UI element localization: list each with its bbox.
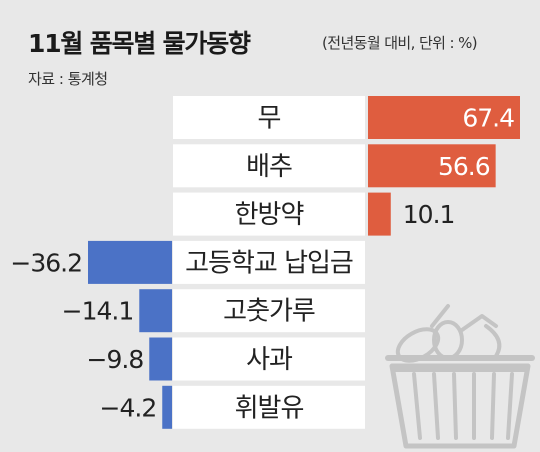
category-label-box — [173, 240, 365, 284]
bar-row: 고춧가루 −14.1 — [62, 289, 365, 333]
bar-value-label: 67.4 — [462, 104, 514, 133]
bar-row: 배추 56.6 — [173, 144, 496, 188]
category-label-box — [173, 337, 365, 381]
category-label-box — [173, 192, 365, 236]
category-label-box — [173, 96, 365, 139]
bar-row: 휘발유 −4.2 — [100, 385, 365, 429]
category-label: 사과 — [246, 345, 293, 375]
bar-value-label: 10.1 — [403, 200, 455, 229]
negative-bar — [162, 385, 172, 429]
negative-bar — [88, 240, 172, 284]
bar-row: 고등학교 납입금 −36.2 — [10, 240, 365, 284]
bar-value-label: −4.2 — [100, 393, 157, 422]
positive-bar — [368, 96, 520, 139]
negative-bar — [149, 337, 172, 381]
bar-value-label: 56.6 — [438, 152, 490, 181]
bar-value-label: −36.2 — [10, 248, 82, 277]
category-label: 휘발유 — [235, 393, 304, 423]
category-label: 고등학교 납입금 — [185, 248, 353, 278]
category-label: 고춧가루 — [223, 297, 315, 327]
chart-source: 자료 : 통계청 — [28, 70, 108, 88]
bar-row: 사과 −9.8 — [87, 337, 365, 381]
chart-title: 11월 품목별 물가동향 — [28, 29, 251, 58]
chart-header: 11월 품목별 물가동향 (전년동월 대비, 단위 : %) 자료 : 통계청 — [0, 0, 540, 88]
negative-bar — [139, 289, 172, 333]
category-label-box — [173, 385, 365, 429]
bar-value-label: −14.1 — [62, 297, 134, 326]
bar-row: 한방약 10.1 — [173, 192, 455, 236]
bar-row: 무 67.4 — [173, 96, 520, 139]
positive-bar — [368, 144, 496, 188]
chart-subtitle: (전년동월 대비, 단위 : %) — [322, 34, 478, 52]
category-label: 배추 — [246, 152, 292, 182]
bar-value-label: −9.8 — [87, 345, 144, 374]
positive-bar — [368, 192, 391, 236]
category-label: 한방약 — [235, 200, 304, 230]
category-label-box — [173, 289, 365, 333]
category-label: 무 — [258, 104, 281, 134]
category-label-box — [173, 144, 365, 188]
